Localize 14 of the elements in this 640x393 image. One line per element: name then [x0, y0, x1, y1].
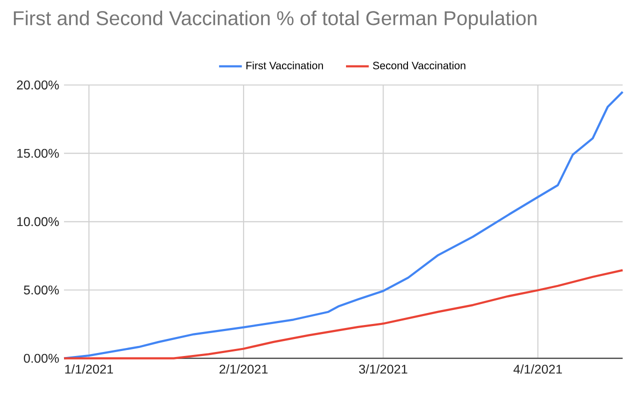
y-tick-label: 20.00% — [16, 80, 59, 90]
x-tick-label: 1/1/2021 — [65, 364, 113, 374]
chart-title: First and Second Vaccination % of total German Population — [14, 10, 536, 30]
line-series — [62, 90, 624, 360]
x-tick-label: 3/1/2021 — [359, 364, 408, 374]
y-tick-label: 10.00% — [17, 217, 59, 226]
y-tick-label: 15.00% — [17, 148, 59, 158]
y-tick-label: 0.00% — [24, 354, 59, 363]
legend-label: First Vaccination — [246, 61, 323, 70]
legend-label: Second Vaccination — [372, 61, 466, 70]
y-tick-label: 5.00% — [24, 286, 59, 294]
x-tick-label: 4/1/2021 — [514, 364, 562, 374]
line-series — [62, 269, 624, 360]
x-tick-label: 2/1/2021 — [220, 364, 268, 374]
